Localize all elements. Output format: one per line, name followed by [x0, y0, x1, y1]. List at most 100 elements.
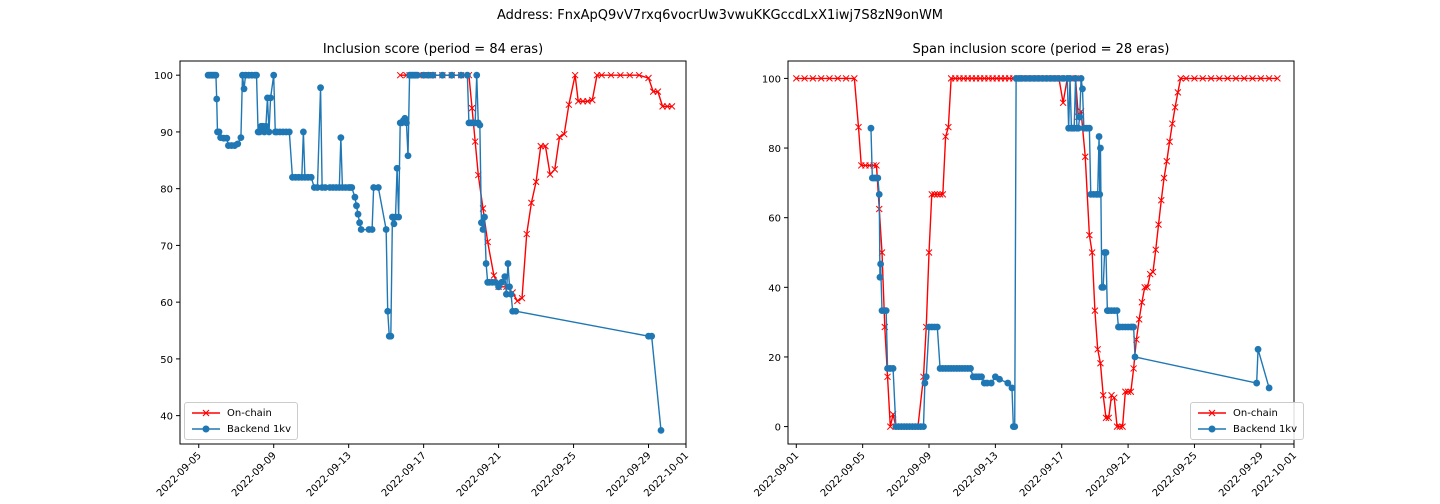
data-point-onchain — [523, 230, 531, 238]
legend-label-backend: Backend 1kv — [1233, 423, 1298, 435]
data-point-backend — [374, 184, 382, 191]
data-point-backend — [987, 379, 995, 387]
data-point-onchain — [471, 138, 479, 145]
data-point-backend — [1008, 384, 1016, 392]
data-point-backend — [429, 71, 437, 79]
data-point-backend — [876, 273, 884, 281]
data-point-backend — [223, 134, 231, 142]
data-point-onchain — [1102, 414, 1110, 422]
data-point-backend — [1253, 379, 1261, 387]
data-point-backend — [1085, 124, 1093, 132]
data-point-backend — [234, 140, 242, 148]
data-point-onchain — [513, 297, 521, 305]
data-point-backend — [481, 213, 488, 221]
data-point-onchain — [851, 75, 858, 82]
data-point-onchain — [1152, 246, 1160, 254]
data-point-backend — [875, 190, 883, 198]
y-tick-label: 70 — [160, 241, 173, 252]
x-tick-label: 2022-09-13 — [952, 450, 1001, 499]
data-point-backend — [215, 128, 223, 136]
data-point-onchain — [645, 74, 652, 82]
data-point-backend — [1099, 283, 1107, 291]
data-point-onchain — [1257, 75, 1265, 82]
data-point-onchain — [571, 71, 579, 79]
data-point-backend — [506, 283, 513, 291]
data-point-onchain — [1099, 391, 1107, 399]
data-point-onchain — [792, 75, 800, 82]
x-tick-label: 2022-09-05 — [155, 450, 204, 499]
y-tick-label: 60 — [768, 214, 781, 225]
data-point-backend — [478, 219, 485, 227]
x-tick-label: 2022-09-21 — [1084, 450, 1133, 499]
data-point-onchain — [1105, 414, 1113, 422]
data-point-backend — [1097, 144, 1104, 152]
data-point-backend — [384, 307, 392, 315]
data-point-backend — [420, 71, 428, 79]
data-point-onchain — [1149, 268, 1157, 276]
data-point-backend — [285, 128, 293, 136]
legend-item-onchain: On-chain — [1197, 405, 1297, 421]
data-point-onchain — [1191, 75, 1198, 82]
data-point-backend — [978, 373, 985, 381]
data-point-onchain — [942, 133, 949, 140]
data-point-onchain — [1113, 423, 1121, 430]
x-tick-label: 2022-09-21 — [455, 450, 504, 499]
data-point-backend — [395, 213, 403, 221]
data-point-backend — [512, 307, 520, 315]
data-point-backend — [212, 71, 220, 79]
data-point-backend — [240, 85, 248, 93]
x-tick-label: 2022-09-09 — [885, 450, 934, 499]
data-point-onchain — [1097, 359, 1104, 367]
data-point-onchain — [817, 75, 825, 82]
data-point-onchain — [826, 75, 833, 82]
data-point-onchain — [884, 373, 891, 381]
data-point-onchain — [654, 88, 662, 95]
data-point-onchain — [939, 191, 947, 198]
y-tick-label: 90 — [160, 128, 173, 139]
data-point-backend — [321, 184, 329, 191]
data-point-backend — [867, 124, 875, 132]
data-point-backend — [1096, 190, 1104, 198]
data-point-backend — [657, 426, 665, 434]
data-point-backend — [1130, 323, 1138, 331]
legend-right: On-chain Backend 1kv — [1190, 402, 1305, 440]
data-point-backend — [920, 423, 927, 430]
legend-label-backend: Backend 1kv — [227, 423, 292, 435]
data-point-onchain — [1088, 249, 1096, 256]
data-point-backend — [1102, 249, 1110, 256]
data-point-onchain — [532, 178, 540, 186]
data-point-onchain — [842, 75, 850, 82]
data-point-backend — [922, 373, 930, 381]
data-point-onchain — [518, 294, 526, 302]
data-point-backend — [882, 307, 890, 315]
data-point-backend — [368, 226, 376, 233]
data-point-backend — [403, 119, 410, 127]
legend-left: On-chain Backend 1kv — [184, 402, 299, 440]
x-tick-label: 2022-09-05 — [819, 450, 868, 499]
data-point-onchain — [556, 133, 563, 141]
data-point-backend — [390, 220, 398, 228]
data-point-onchain — [490, 272, 498, 279]
y-tick-label: 40 — [768, 283, 781, 294]
data-point-onchain — [1265, 75, 1273, 82]
data-point-onchain — [1127, 388, 1135, 396]
data-point-backend — [404, 152, 412, 160]
data-point-onchain — [1249, 75, 1256, 82]
x-tick-label: 2022-09-09 — [230, 450, 279, 499]
legend-item-backend: Backend 1kv — [1197, 421, 1297, 437]
data-point-onchain — [1138, 298, 1146, 306]
data-point-onchain — [588, 96, 596, 104]
data-point-backend — [1077, 75, 1085, 82]
data-point-backend — [479, 226, 487, 233]
data-point-backend — [424, 71, 432, 79]
data-point-backend — [317, 84, 324, 92]
data-point-onchain — [1166, 138, 1173, 146]
data-point-onchain — [1207, 75, 1215, 82]
data-point-backend — [1265, 384, 1273, 392]
data-point-backend — [314, 184, 321, 191]
legend-swatch-onchain — [192, 409, 220, 417]
data-point-onchain — [1086, 231, 1093, 239]
data-point-onchain — [1224, 75, 1231, 82]
data-point-backend — [1254, 345, 1262, 353]
data-point-backend — [504, 260, 512, 267]
